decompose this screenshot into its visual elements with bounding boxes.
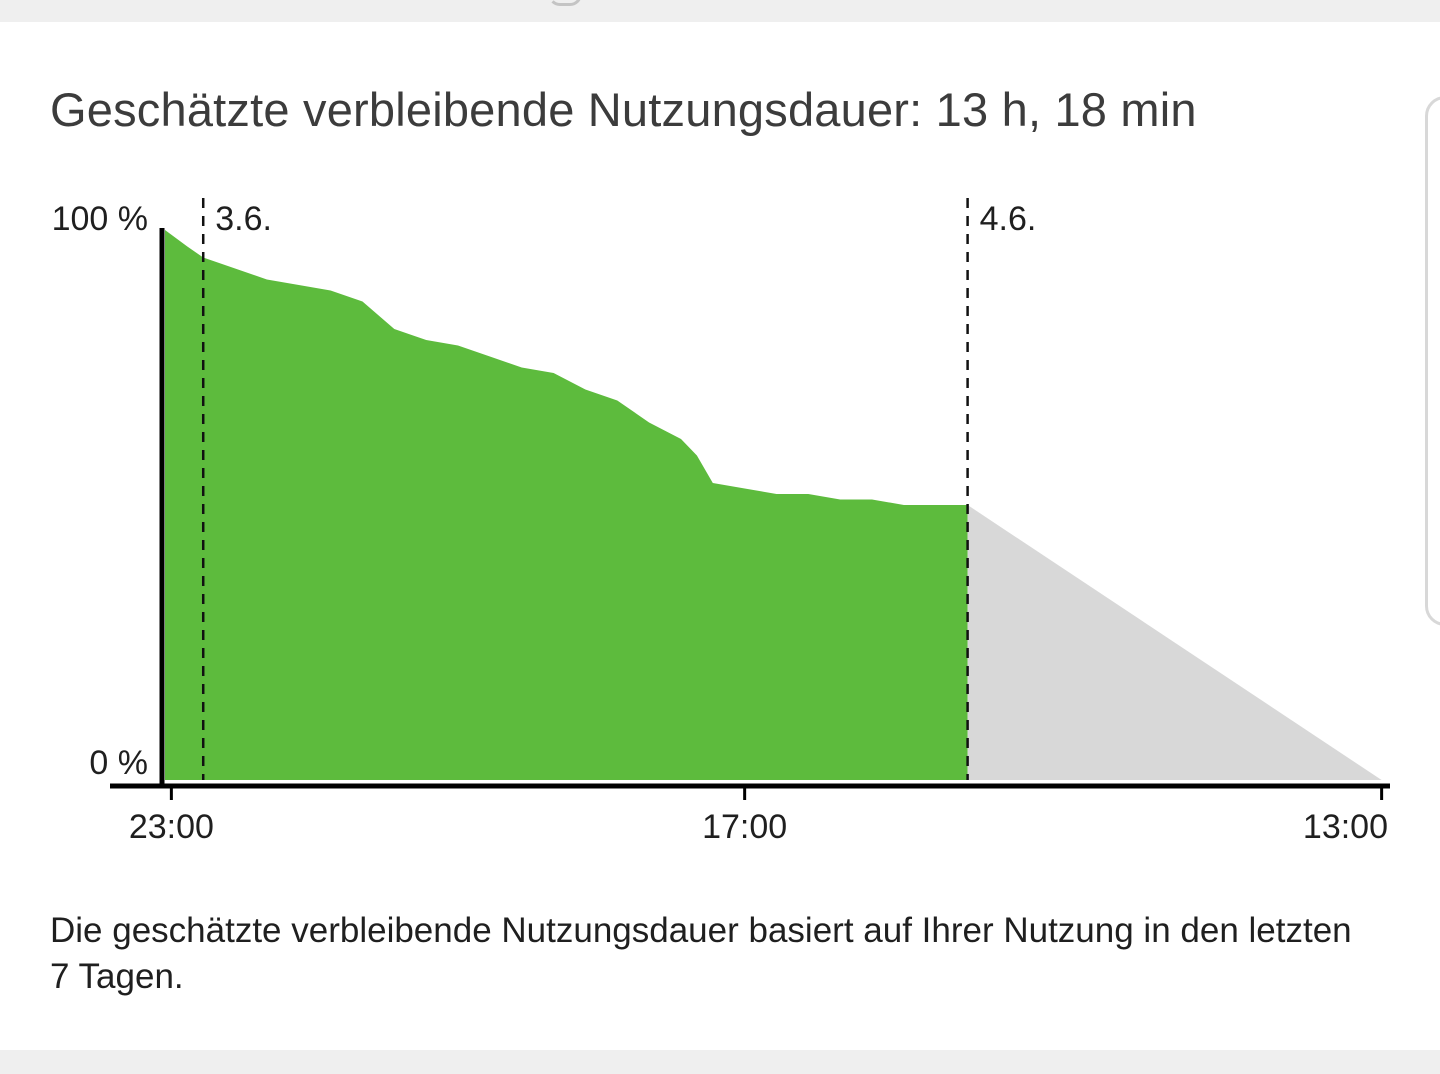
remaining-time-estimate: Geschätzte verbleibende Nutzungsdauer: 1… [50,83,1197,136]
prediction-area [967,505,1382,780]
x-tick-label: 23:00 [129,808,214,846]
day-marker-label: 3.6. [215,200,272,238]
estimate-footnote: Die geschätzte verbleibende Nutzungsdaue… [50,911,1352,996]
day-marker-label: 4.6. [980,200,1037,238]
x-tick-label: 17:00 [702,808,787,846]
y-tick-label-max: 100 % [52,200,148,238]
x-ticks: 23:00 17:00 13:00 [129,786,1388,846]
top-strip [0,0,1440,22]
day-markers: 3.6. 4.6. [201,198,1037,780]
y-tick-label-min: 0 % [89,744,148,782]
usage-area [165,230,968,780]
side-panel-handle[interactable] [1425,96,1440,626]
plot-area [165,230,1382,780]
x-tick-label: 13:00 [1303,808,1388,846]
